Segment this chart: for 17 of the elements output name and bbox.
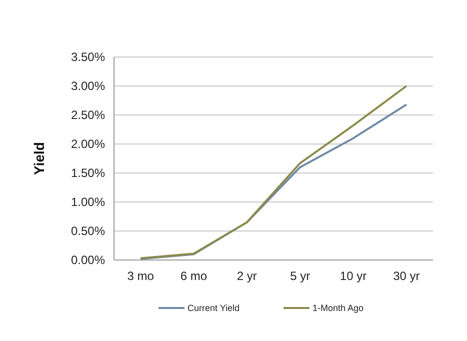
x-tick-label: 5 yr xyxy=(290,269,310,283)
y-tick-label: 0.50% xyxy=(70,224,106,238)
y-tick-label: 3.00% xyxy=(70,79,106,94)
y-tick-label: 0.00% xyxy=(70,253,106,268)
y-axis-title: Yield xyxy=(31,142,47,175)
x-tick-label: 2 yr xyxy=(236,269,257,283)
y-tick-label: 3.50% xyxy=(70,50,106,64)
x-tick-label: 30 yr xyxy=(393,269,420,283)
x-tick-label: 6 mo xyxy=(180,269,208,283)
legend-label: Current Yield xyxy=(188,303,240,314)
x-tick-label: 3 mo xyxy=(127,269,154,283)
y-tick-label: 1.50% xyxy=(70,166,106,180)
y-tick-label: 1.00% xyxy=(70,195,106,210)
y-tick-label: 2.00% xyxy=(70,137,106,152)
legend-label: 1-Month Ago xyxy=(312,303,364,314)
y-tick-label: 2.50% xyxy=(70,108,106,122)
x-tick-label: 10 yr xyxy=(340,269,367,283)
